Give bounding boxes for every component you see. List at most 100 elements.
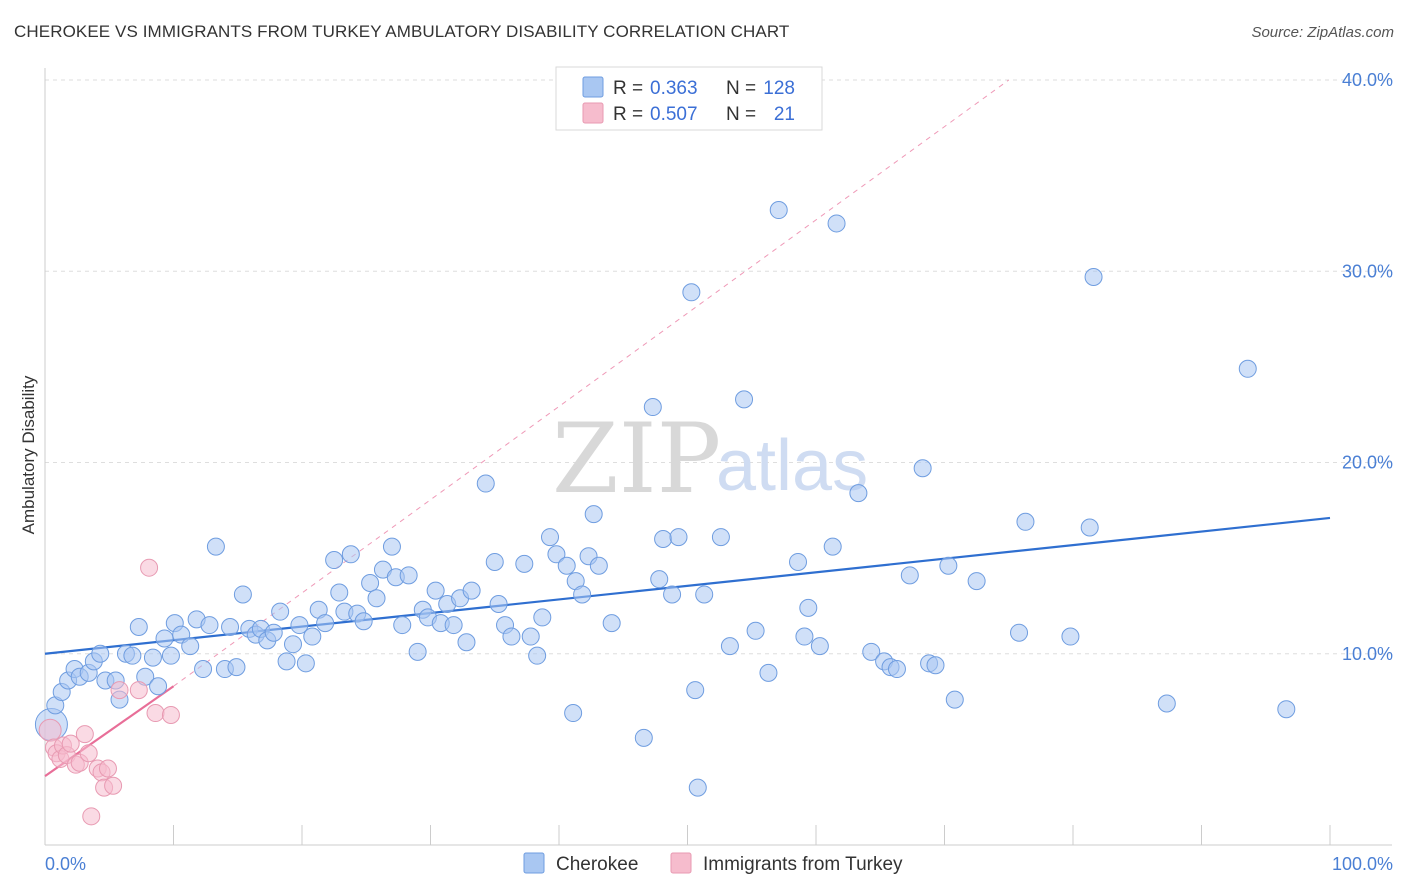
legend-r-label-turkey: R = xyxy=(613,104,643,125)
point-cherokee xyxy=(589,556,608,575)
point-cherokee xyxy=(354,612,373,631)
point-cherokee xyxy=(528,646,547,665)
legend-n-label-cherokee: N = xyxy=(726,78,756,99)
source-label: Source: ZipAtlas.com xyxy=(1251,24,1394,41)
point-cherokee xyxy=(769,201,788,220)
point-immigrants-from-turkey xyxy=(129,681,148,700)
stats-legend: R = 0.363 N = 128 R = 0.507 N = 21 xyxy=(555,66,823,131)
trend-line xyxy=(173,79,1010,687)
point-cherokee xyxy=(155,629,174,648)
point-cherokee xyxy=(584,505,603,524)
point-cherokee xyxy=(654,530,673,548)
series-legend: Cherokee Immigrants from Turkey xyxy=(523,852,903,875)
series-legend-swatch-cherokee xyxy=(523,852,545,874)
point-cherokee xyxy=(720,637,739,656)
point-cherokee xyxy=(573,585,592,604)
point-immigrants-from-turkey xyxy=(161,705,180,724)
point-cherokee xyxy=(541,528,560,547)
point-cherokee xyxy=(1238,359,1257,378)
point-cherokee xyxy=(746,621,765,640)
y-tick-label: 40.0% xyxy=(1342,70,1393,90)
point-cherokee xyxy=(330,583,349,602)
point-cherokee xyxy=(810,637,829,656)
point-cherokee xyxy=(290,616,309,635)
point-cherokee xyxy=(444,616,463,635)
point-cherokee xyxy=(361,573,380,592)
grid-lines xyxy=(45,79,1392,655)
data-points xyxy=(34,201,1296,826)
point-cherokee xyxy=(686,681,705,700)
point-cherokee xyxy=(181,637,200,656)
point-cherokee xyxy=(900,566,919,585)
series-legend-label-turkey: Immigrants from Turkey xyxy=(703,854,903,875)
point-cherokee xyxy=(849,484,868,503)
point-immigrants-from-turkey xyxy=(82,807,101,826)
point-cherokee xyxy=(789,552,808,571)
legend-swatch-cherokee xyxy=(582,76,604,98)
point-immigrants-from-turkey xyxy=(104,776,123,795)
point-cherokee xyxy=(408,642,427,661)
series-legend-label-cherokee: Cherokee xyxy=(556,854,638,875)
point-cherokee xyxy=(602,614,621,633)
y-tick-label: 30.0% xyxy=(1342,261,1393,281)
point-cherokee xyxy=(1016,512,1035,531)
point-cherokee xyxy=(271,602,290,621)
point-cherokee xyxy=(1010,623,1029,642)
y-tick-label: 20.0% xyxy=(1342,453,1393,473)
point-cherokee xyxy=(227,658,246,677)
point-cherokee xyxy=(887,660,906,679)
point-cherokee xyxy=(206,537,225,556)
point-cherokee xyxy=(149,677,168,696)
legend-swatch-turkey xyxy=(582,102,604,124)
point-cherokee xyxy=(1061,627,1080,646)
point-cherokee xyxy=(399,566,418,585)
legend-n-value-cherokee: 128 xyxy=(763,78,795,99)
point-cherokee xyxy=(462,581,481,600)
point-cherokee xyxy=(735,390,754,409)
point-cherokee xyxy=(711,528,730,547)
point-cherokee xyxy=(457,633,476,652)
point-cherokee xyxy=(695,585,714,604)
point-cherokee xyxy=(913,459,932,478)
point-cherokee xyxy=(939,556,958,575)
point-cherokee xyxy=(547,545,566,564)
point-cherokee xyxy=(759,663,778,682)
series-legend-swatch-turkey xyxy=(670,852,692,874)
point-cherokee xyxy=(688,778,707,797)
point-cherokee xyxy=(316,614,335,633)
point-cherokee xyxy=(233,585,252,604)
point-cherokee xyxy=(296,654,315,673)
point-cherokee xyxy=(129,617,148,636)
point-cherokee xyxy=(862,642,881,661)
legend-n-value-turkey: 21 xyxy=(774,104,795,125)
point-cherokee xyxy=(325,551,344,570)
point-immigrants-from-turkey xyxy=(61,734,80,753)
x-tick-label: 100.0% xyxy=(1332,854,1393,874)
legend-r-value-turkey: 0.507 xyxy=(650,104,698,125)
point-cherokee xyxy=(521,627,540,646)
y-tick-label: 10.0% xyxy=(1342,644,1393,664)
point-cherokee xyxy=(367,589,386,608)
axes xyxy=(44,68,1392,846)
point-cherokee xyxy=(564,704,583,723)
point-cherokee xyxy=(485,552,504,571)
point-cherokee xyxy=(533,608,552,627)
point-cherokee xyxy=(663,585,682,604)
point-cherokee xyxy=(1080,518,1099,537)
point-cherokee xyxy=(945,690,964,709)
point-cherokee xyxy=(426,581,445,600)
y-axis-title: Ambulatory Disability xyxy=(19,375,38,534)
point-cherokee xyxy=(1157,694,1176,713)
point-cherokee xyxy=(277,652,296,671)
point-immigrants-from-turkey xyxy=(38,718,62,742)
point-cherokee xyxy=(799,598,818,617)
point-cherokee xyxy=(643,398,662,417)
point-immigrants-from-turkey xyxy=(146,704,165,723)
point-cherokee xyxy=(264,623,283,642)
point-cherokee xyxy=(1277,700,1296,719)
point-cherokee xyxy=(284,635,303,654)
point-cherokee xyxy=(476,474,495,493)
chart-title: CHEROKEE VS IMMIGRANTS FROM TURKEY AMBUL… xyxy=(14,22,790,41)
point-cherokee xyxy=(393,616,412,635)
point-cherokee xyxy=(669,528,688,547)
